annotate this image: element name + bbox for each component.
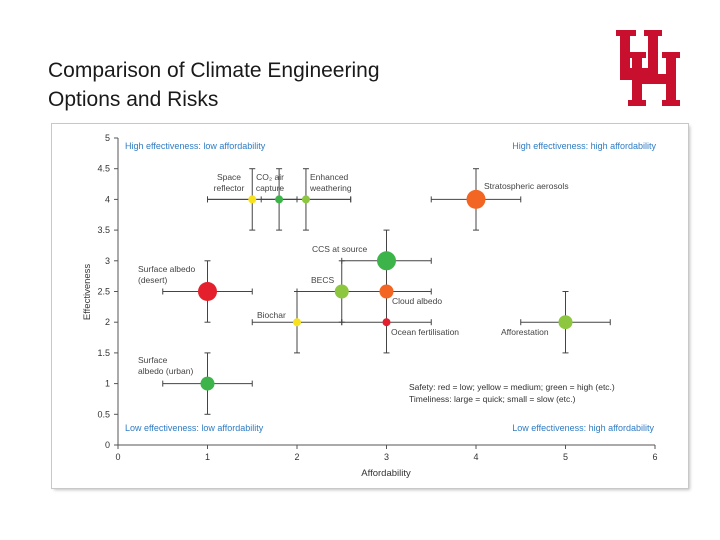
point-label-afforestation: Afforestation — [501, 327, 549, 337]
y-tick-label: 5 — [105, 133, 110, 143]
legend-note-timeliness: Timeliness: large = quick; small = slow … — [409, 394, 576, 404]
y-tick-label: 4 — [105, 194, 110, 204]
marker-ccs-at-source — [377, 251, 396, 271]
quadrant-label-top-left: High effectiveness: low affordability — [125, 141, 266, 151]
x-tick-label: 4 — [473, 452, 478, 462]
chart-frame: 0 1 2 3 4 5 6 0 0.5 1 1.5 2 2.5 3 3.5 4 4.5 5 Affordabili… — [52, 124, 688, 488]
y-tick-label: 4.5 — [97, 164, 110, 174]
x-tick-label: 5 — [563, 452, 568, 462]
quadrant-label-bottom-right: Low effectiveness: high affordability — [512, 423, 654, 433]
point-label-biochar: Biochar — [257, 310, 286, 320]
y-tick-label: 2 — [105, 317, 110, 327]
x-tick-label: 3 — [384, 452, 389, 462]
y-tick-label: 0 — [105, 440, 110, 450]
quadrant-label-bottom-left: Low effectiveness: low affordability — [125, 423, 264, 433]
point-label-cloud-albedo: Cloud albedo — [392, 296, 442, 306]
legend-note-safety: Safety: red = low; yellow = medium; gree… — [409, 382, 615, 392]
marker-afforestation — [558, 315, 573, 330]
marker-enhanced-weathering — [301, 195, 310, 204]
scatter-chart: 0 1 2 3 4 5 6 0 0.5 1 1.5 2 2.5 3 3.5 4 4.5 5 Affordabili… — [82, 133, 658, 479]
y-tick-label: 0.5 — [97, 409, 110, 419]
x-tick-label: 1 — [205, 452, 210, 462]
marker-ocean-fertilisation — [382, 318, 391, 327]
y-tick-label: 1.5 — [97, 348, 110, 358]
x-tick-label: 0 — [115, 452, 120, 462]
y-tick-label: 1 — [105, 379, 110, 389]
marker-stratospheric-aerosols — [466, 189, 486, 209]
marker-surface-albedo-urban — [200, 376, 215, 391]
markers — [198, 189, 573, 391]
y-tick-label: 3.5 — [97, 225, 110, 235]
slide-title: Comparison of Climate Engineering Option… — [48, 56, 468, 114]
quadrant-label-top-right: High effectiveness: high affordability — [512, 141, 656, 151]
marker-becs — [334, 284, 349, 299]
point-label-space-reflector: Space reflector — [214, 172, 245, 193]
slide-title-line-1: Comparison of Climate Engineering — [48, 59, 380, 82]
point-label-enhanced-weathering: Enhanced weathering — [309, 172, 352, 193]
marker-cloud-albedo — [379, 284, 394, 299]
point-label-surface-albedo-urban: Surface albedo (urban) — [138, 355, 193, 376]
point-label-stratospheric-aerosols: Stratospheric aerosols — [484, 181, 569, 191]
marker-co-air-capture — [275, 195, 284, 204]
uh-logo — [616, 30, 680, 106]
point-labels: Space reflector CO₂ air capture Enhanced we… — [138, 172, 569, 376]
point-label-becs: BECS — [311, 275, 334, 285]
x-axis-label: Affordability — [361, 468, 411, 479]
ticks: 0 1 2 3 4 5 6 0 0.5 1 1.5 2 2.5 3 3.5 4 4.5 5 — [97, 133, 657, 462]
point-label-ccs-at-source: CCS at source — [312, 244, 368, 254]
marker-space-reflector — [248, 195, 257, 204]
y-tick-label: 3 — [105, 256, 110, 266]
slide-title-line-2: Options and Risks — [48, 88, 219, 111]
x-tick-label: 6 — [652, 452, 657, 462]
point-label-ocean-fertilisation: Ocean fertilisation — [391, 327, 459, 337]
marker-biochar — [293, 318, 301, 327]
point-label-surface-albedo-desert: Surface albedo (desert) — [138, 264, 195, 285]
marker-surface-albedo-desert — [198, 282, 217, 301]
point-label-co2-air-capture: CO₂ air capture — [256, 172, 285, 193]
y-axis-label: Effectiveness — [82, 264, 93, 321]
x-tick-label: 2 — [294, 452, 299, 462]
y-tick-label: 2.5 — [97, 287, 110, 297]
